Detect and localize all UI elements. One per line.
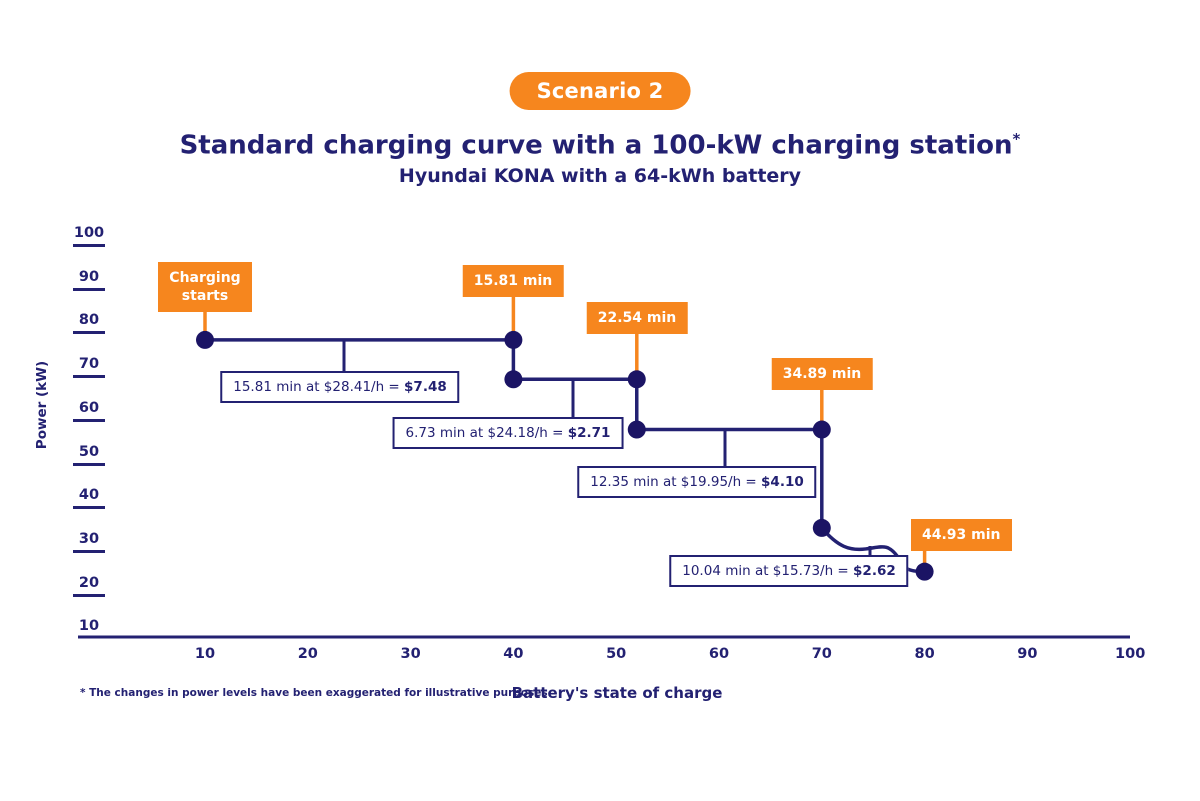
time-label-charging-starts: Charging starts (158, 262, 252, 313)
data-point (915, 562, 934, 581)
x-tick-label: 80 (914, 646, 935, 662)
data-point (812, 420, 831, 439)
y-tick-label: 20 (65, 575, 113, 597)
title-asterisk: * (1012, 130, 1021, 148)
cost-annotation-4-text: 10.04 min at $15.73/h = (682, 563, 854, 579)
data-point (504, 330, 523, 349)
footnote: * The changes in power levels have been … (80, 687, 552, 699)
x-tick-label: 100 (1115, 646, 1146, 662)
cost-annotation-1: 15.81 min at $28.41/h = $7.48 (220, 371, 460, 403)
page-title-text: Standard charging curve with a 100-kW ch… (179, 130, 1013, 161)
cost-annotation-3-value: $4.10 (761, 474, 804, 490)
x-tick-label: 60 (708, 646, 730, 662)
cost-annotation-3-text: 12.35 min at $19.95/h = (590, 474, 762, 490)
cost-annotation-2-text: 6.73 min at $24.18/h = (405, 425, 568, 441)
x-tick-label: 40 (503, 646, 524, 662)
x-tick-label: 50 (606, 646, 627, 662)
page-subtitle: Hyundai KONA with a 64-kWh battery (398, 165, 802, 187)
y-tick-label: 100 (65, 225, 113, 247)
cost-annotation-2: 6.73 min at $24.18/h = $2.71 (392, 417, 624, 449)
time-label-44-93-min: 44.93 min (911, 519, 1012, 552)
x-axis-label: Battery's state of charge (511, 684, 723, 702)
cost-annotation-4-value: $2.62 (853, 563, 896, 579)
time-label-15-81-min: 15.81 min (462, 265, 564, 298)
y-tick-label: 60 (65, 400, 113, 422)
y-tick-label: 40 (65, 487, 113, 509)
y-tick-label: 90 (65, 269, 113, 291)
y-tick-label: 50 (65, 444, 113, 466)
x-tick-label: 30 (400, 646, 421, 662)
cost-annotation-4: 10.04 min at $15.73/h = $2.62 (669, 555, 909, 587)
cost-annotation-1-text: 15.81 min at $28.41/h = (233, 379, 405, 395)
y-tick-label: 10 (78, 618, 100, 635)
x-tick-label: 20 (297, 646, 318, 662)
x-tick-label: 10 (194, 646, 216, 662)
scenario-badge: Scenario 2 (509, 72, 691, 110)
x-tick-label: 90 (1017, 646, 1038, 662)
data-point (627, 420, 646, 439)
y-tick-label: 70 (65, 356, 113, 378)
x-tick-label: 70 (811, 646, 832, 662)
cost-annotation-2-value: $2.71 (567, 425, 611, 441)
cost-annotation-1-value: $7.48 (404, 379, 447, 395)
time-label-34-89-min: 34.89 min (771, 358, 873, 391)
data-point (812, 518, 831, 537)
data-point (504, 370, 523, 389)
page-title: Standard charging curve with a 100-kW ch… (0, 130, 1200, 161)
data-point (627, 370, 646, 389)
time-label-22-54-min: 22.54 min (586, 302, 688, 335)
data-point (196, 330, 214, 349)
cost-annotation-3: 12.35 min at $19.95/h = $4.10 (577, 466, 817, 498)
y-tick-label: 30 (65, 531, 113, 553)
y-tick-label: 80 (65, 312, 113, 334)
